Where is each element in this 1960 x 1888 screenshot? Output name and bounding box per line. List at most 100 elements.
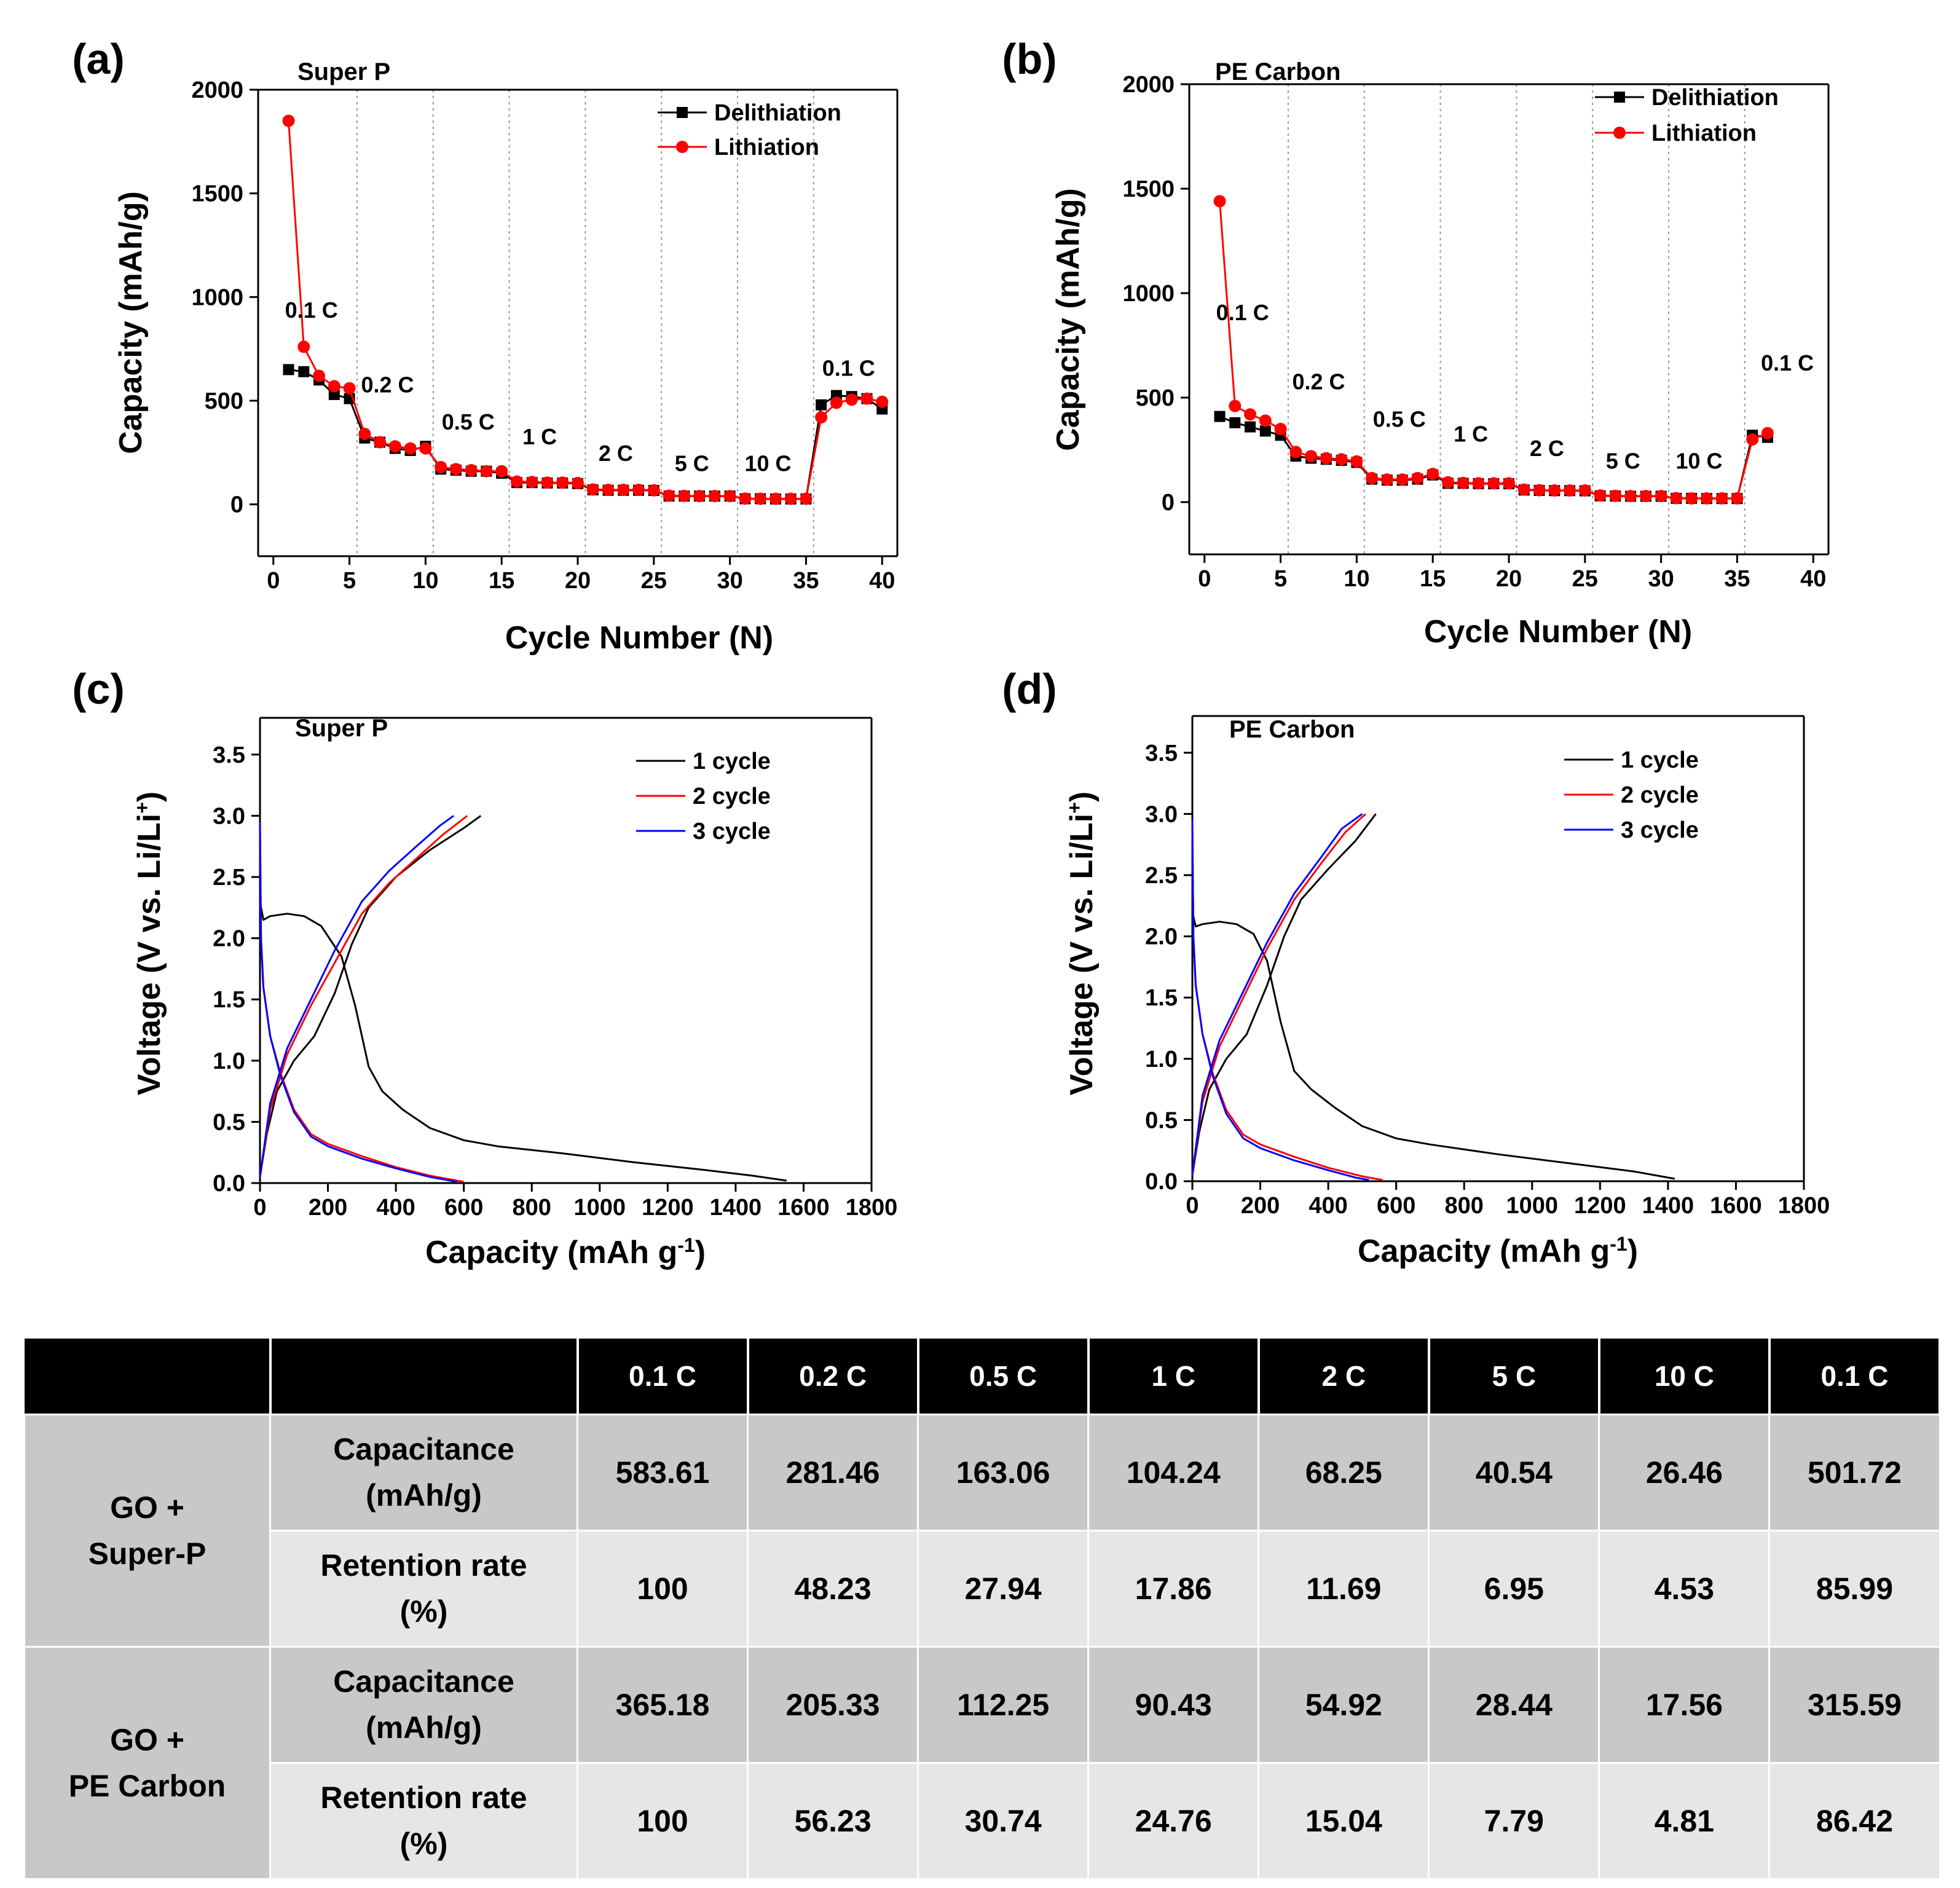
series-lithiation [282, 114, 889, 505]
value-cell: 90.43 [1087, 1646, 1260, 1764]
data-point [297, 340, 310, 353]
header-cell-rate: 5 C [1428, 1339, 1600, 1415]
x-tick-label: 25 [1572, 566, 1598, 592]
data-point [480, 465, 493, 478]
x-axis-title-sup: -1 [1610, 1233, 1627, 1255]
header-cell-rate: 2 C [1258, 1339, 1430, 1415]
value-cell: 4.81 [1598, 1762, 1771, 1880]
legend-label: Delithiation [1651, 85, 1779, 111]
data-point [1533, 484, 1546, 497]
data-point [282, 114, 295, 127]
value-cell: 17.56 [1598, 1646, 1771, 1764]
metric-label-line1: Capacitance [333, 1432, 514, 1466]
series-line [1191, 813, 1377, 1176]
metric-label-cell: Retention rate (%) [269, 1530, 578, 1648]
panel-label: (b) [1002, 35, 1057, 83]
data-point [1229, 417, 1241, 428]
value-cell: 27.94 [917, 1530, 1090, 1648]
y-tick-label: 0.0 [213, 1171, 245, 1197]
y-axis-title-sup: + [131, 802, 153, 814]
header-cell-rate: 0.1 C [1769, 1339, 1942, 1415]
y-tick-label: 2.0 [1145, 924, 1178, 950]
y-tick-label: 2.5 [1145, 863, 1178, 889]
legend-label: Delithiation [714, 100, 841, 126]
panel-title: PE Carbon [1229, 716, 1355, 743]
legend-marker [676, 141, 688, 153]
rate-label: 0.5 C [1373, 407, 1426, 432]
series-lithiation [1213, 195, 1774, 505]
rate-label: 0.2 C [361, 372, 414, 398]
metric-label-line1: Retention rate [320, 1780, 527, 1815]
value-cell: 100 [576, 1762, 749, 1880]
figure: (a) Super P0 5 10 15 20 25 30 35 4005001000150020… [72, 35, 1830, 1270]
value-cell: 6.95 [1428, 1530, 1600, 1648]
table-row: Retention rate (%) 100 48.23 27.94 17.86 11.69… [25, 1530, 1941, 1648]
data-point [784, 492, 797, 505]
x-tick-label: 25 [641, 568, 667, 594]
y-tick-label: 2000 [1122, 72, 1175, 98]
metric-label-line2: (%) [399, 1827, 448, 1861]
y-tick-label: 1.0 [213, 1048, 245, 1074]
value-cell: 15.04 [1257, 1762, 1430, 1880]
rate-label: 2 C [1530, 436, 1564, 461]
x-tick-label: 10 [1344, 566, 1369, 592]
x-axis-title-sup: -1 [677, 1234, 695, 1256]
rate-label: 2 C [599, 441, 633, 466]
data-point [1441, 476, 1454, 489]
group-label-line2: PE Carbon [68, 1768, 226, 1803]
y-axis-title: Voltage (V vs. Li/Li+) [1063, 792, 1100, 1095]
y-tick-label: 2000 [191, 77, 243, 103]
series-line [1191, 826, 1383, 1181]
data-point [602, 484, 615, 497]
header-cell-rate: 10 C [1599, 1339, 1771, 1415]
data-point [313, 369, 326, 382]
series-3-cycle [1191, 813, 1369, 1181]
x-tick-label: 35 [793, 568, 819, 594]
x-tick-label: 400 [376, 1195, 415, 1221]
data-point [1715, 492, 1728, 505]
y-axis-title-end: ) [1064, 792, 1100, 802]
table-row: Retention rate (%) 100 56.23 30.74 24.76 15.04… [25, 1762, 1941, 1880]
data-point [1700, 492, 1713, 505]
data-point [1564, 484, 1576, 497]
rate-label: 5 C [675, 451, 709, 476]
series-line [1191, 820, 1369, 1181]
panel-label: (d) [1002, 665, 1057, 713]
summary-table-wrap: 0.1 C 0.2 C 0.5 C 1 C 2 C 5 C 10 C 0.1 C… [23, 1339, 1942, 1880]
x-axis-title: Cycle Number (N) [1424, 614, 1692, 650]
x-tick-label: 200 [309, 1195, 347, 1221]
data-point [1517, 483, 1530, 496]
chart-panel-d: (d) PE Carbon 0 200 400 600 800 1000 1200 1400 160… [1002, 665, 1830, 1269]
series-line [1191, 813, 1363, 1176]
legend: Delithiation Lithiation [658, 100, 841, 160]
data-point [1396, 473, 1409, 486]
y-tick-label: 0 [1162, 490, 1175, 516]
table-header-row: 0.1 C 0.2 C 0.5 C 1 C 2 C 5 C 10 C 0.1 C [24, 1339, 1942, 1415]
legend-marker [1613, 127, 1626, 139]
metric-label-line1: Capacitance [333, 1664, 514, 1699]
data-point [1731, 492, 1744, 505]
value-cell: 24.76 [1087, 1762, 1260, 1880]
header-cell-rate: 1 C [1088, 1339, 1260, 1415]
legend-label: 1 cycle [1621, 747, 1699, 773]
data-point [845, 393, 858, 406]
x-axis-title-end: ) [1627, 1233, 1638, 1269]
data-point [617, 484, 630, 497]
x-tick-label: 40 [1800, 566, 1826, 592]
y-tick-label: 3.0 [1145, 801, 1178, 827]
data-point [388, 440, 401, 453]
value-cell: 56.23 [747, 1762, 919, 1880]
x-tick-label: 1400 [1642, 1193, 1694, 1219]
data-point [586, 483, 599, 496]
y-tick-label: 3.0 [213, 803, 245, 829]
rate-label: 0.1 C [285, 297, 338, 323]
metric-label-line1: Retention rate [320, 1548, 527, 1583]
data-point [1670, 492, 1683, 505]
x-tick-label: 0 [253, 1195, 266, 1221]
rate-label: 1 C [1454, 421, 1488, 446]
x-tick-label: 20 [565, 568, 591, 594]
data-point [1213, 195, 1226, 208]
data-point [358, 427, 371, 440]
y-tick-label: 3.5 [1145, 741, 1178, 766]
metric-label-line2: (mAh/g) [366, 1478, 482, 1512]
